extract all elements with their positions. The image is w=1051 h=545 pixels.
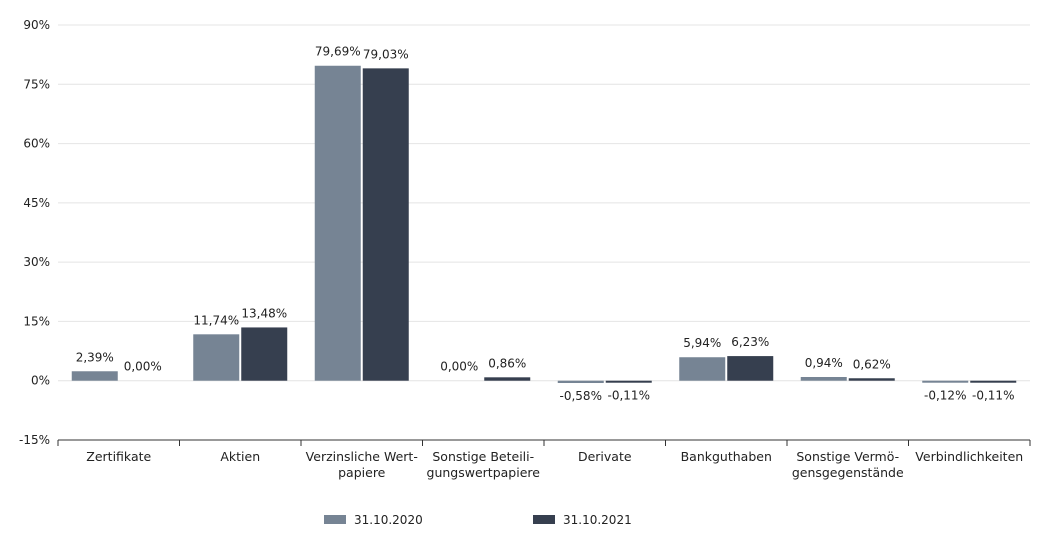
y-tick-label: 90% <box>23 18 50 32</box>
bar <box>922 380 969 383</box>
category-label: Zertifikate <box>86 449 151 464</box>
data-labels: 2,39% 11,74% 79,69% 0,00% -0,58% 5,94% 0,94% -0… <box>76 45 1015 403</box>
bar <box>362 68 409 381</box>
data-label: -0,11% <box>608 389 650 403</box>
data-label: 79,03% <box>363 47 409 61</box>
category-label: papiere <box>338 465 386 480</box>
bar <box>800 376 847 381</box>
category-label: Verbindlichkeiten <box>915 449 1023 464</box>
data-label: 0,62% <box>853 357 891 371</box>
legend-swatch <box>533 515 555 524</box>
bar <box>727 356 774 381</box>
category-label: Sonstige Beteili- <box>432 449 534 464</box>
category-label: gensgegenstände <box>792 465 904 480</box>
category-label: Verzinsliche Wert- <box>306 449 418 464</box>
y-tick-label: 45% <box>23 196 50 210</box>
category-label: Aktien <box>220 449 260 464</box>
y-tick-label: 30% <box>23 255 50 269</box>
bar <box>605 380 652 383</box>
data-label: -0,58% <box>560 389 602 403</box>
legend-swatch <box>324 515 346 524</box>
legend-label: 31.10.2020 <box>354 513 423 527</box>
data-label: 6,23% <box>731 335 769 349</box>
y-tick-label: 60% <box>23 137 50 151</box>
bar <box>193 334 240 381</box>
legend-label: 31.10.2021 <box>563 513 632 527</box>
category-label: gungswertpapiere <box>427 465 541 480</box>
data-label: 2,39% <box>76 350 114 364</box>
bar <box>484 377 531 381</box>
bar <box>679 357 726 381</box>
data-label: 0,00% <box>440 360 478 374</box>
data-label: 0,00% <box>124 360 162 374</box>
bar <box>241 327 288 381</box>
gridlines <box>58 24 1030 382</box>
bar <box>314 65 361 381</box>
data-label: 79,69% <box>315 45 361 59</box>
data-label: 5,94% <box>683 336 721 350</box>
data-label: 0,94% <box>805 356 843 370</box>
x-axis: Zertifikate Aktien Verzinsliche Wert-papie… <box>57 439 1031 480</box>
category-label: Derivate <box>578 449 632 464</box>
bar <box>970 380 1017 383</box>
y-tick-label: -15% <box>19 433 50 447</box>
data-label: 11,74% <box>193 313 239 327</box>
category-label: Bankguthaben <box>681 449 772 464</box>
bar <box>557 380 604 384</box>
data-label: -0,11% <box>972 389 1014 403</box>
data-label: -0,12% <box>924 389 966 403</box>
y-axis-ticks: -15% 0% 15% 30% 45% 60% 75% 90% <box>19 18 50 447</box>
data-label: 0,86% <box>488 356 526 370</box>
data-label: 13,48% <box>241 306 287 320</box>
bar <box>848 378 895 381</box>
y-tick-label: 75% <box>23 77 50 91</box>
y-tick-label: 0% <box>31 374 50 388</box>
y-tick-label: 15% <box>23 314 50 328</box>
bar <box>71 371 118 381</box>
bars <box>71 65 1017 384</box>
category-label: Sonstige Vermö- <box>796 449 899 464</box>
legend: 31.10.2020 31.10.2021 <box>324 513 632 527</box>
